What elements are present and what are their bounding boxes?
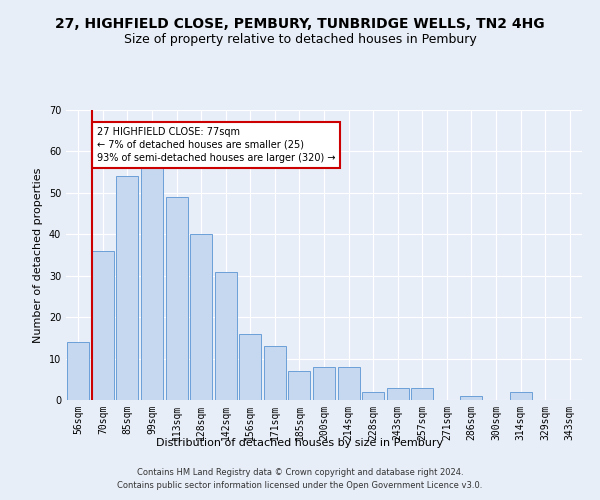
Bar xyxy=(264,346,286,400)
Bar xyxy=(141,164,163,400)
Bar xyxy=(166,197,188,400)
Bar xyxy=(289,371,310,400)
Bar xyxy=(338,367,359,400)
Bar xyxy=(411,388,433,400)
Text: 27 HIGHFIELD CLOSE: 77sqm
← 7% of detached houses are smaller (25)
93% of semi-d: 27 HIGHFIELD CLOSE: 77sqm ← 7% of detach… xyxy=(97,126,335,163)
Text: Contains HM Land Registry data © Crown copyright and database right 2024.: Contains HM Land Registry data © Crown c… xyxy=(137,468,463,477)
Bar xyxy=(509,392,532,400)
Bar xyxy=(67,342,89,400)
Text: Distribution of detached houses by size in Pembury: Distribution of detached houses by size … xyxy=(157,438,443,448)
Bar xyxy=(215,272,237,400)
Bar xyxy=(190,234,212,400)
Text: Size of property relative to detached houses in Pembury: Size of property relative to detached ho… xyxy=(124,32,476,46)
Bar xyxy=(92,251,114,400)
Bar xyxy=(313,367,335,400)
Bar xyxy=(116,176,139,400)
Bar xyxy=(386,388,409,400)
Bar xyxy=(460,396,482,400)
Bar xyxy=(362,392,384,400)
Text: 27, HIGHFIELD CLOSE, PEMBURY, TUNBRIDGE WELLS, TN2 4HG: 27, HIGHFIELD CLOSE, PEMBURY, TUNBRIDGE … xyxy=(55,18,545,32)
Text: Contains public sector information licensed under the Open Government Licence v3: Contains public sector information licen… xyxy=(118,480,482,490)
Y-axis label: Number of detached properties: Number of detached properties xyxy=(33,168,43,342)
Bar xyxy=(239,334,262,400)
